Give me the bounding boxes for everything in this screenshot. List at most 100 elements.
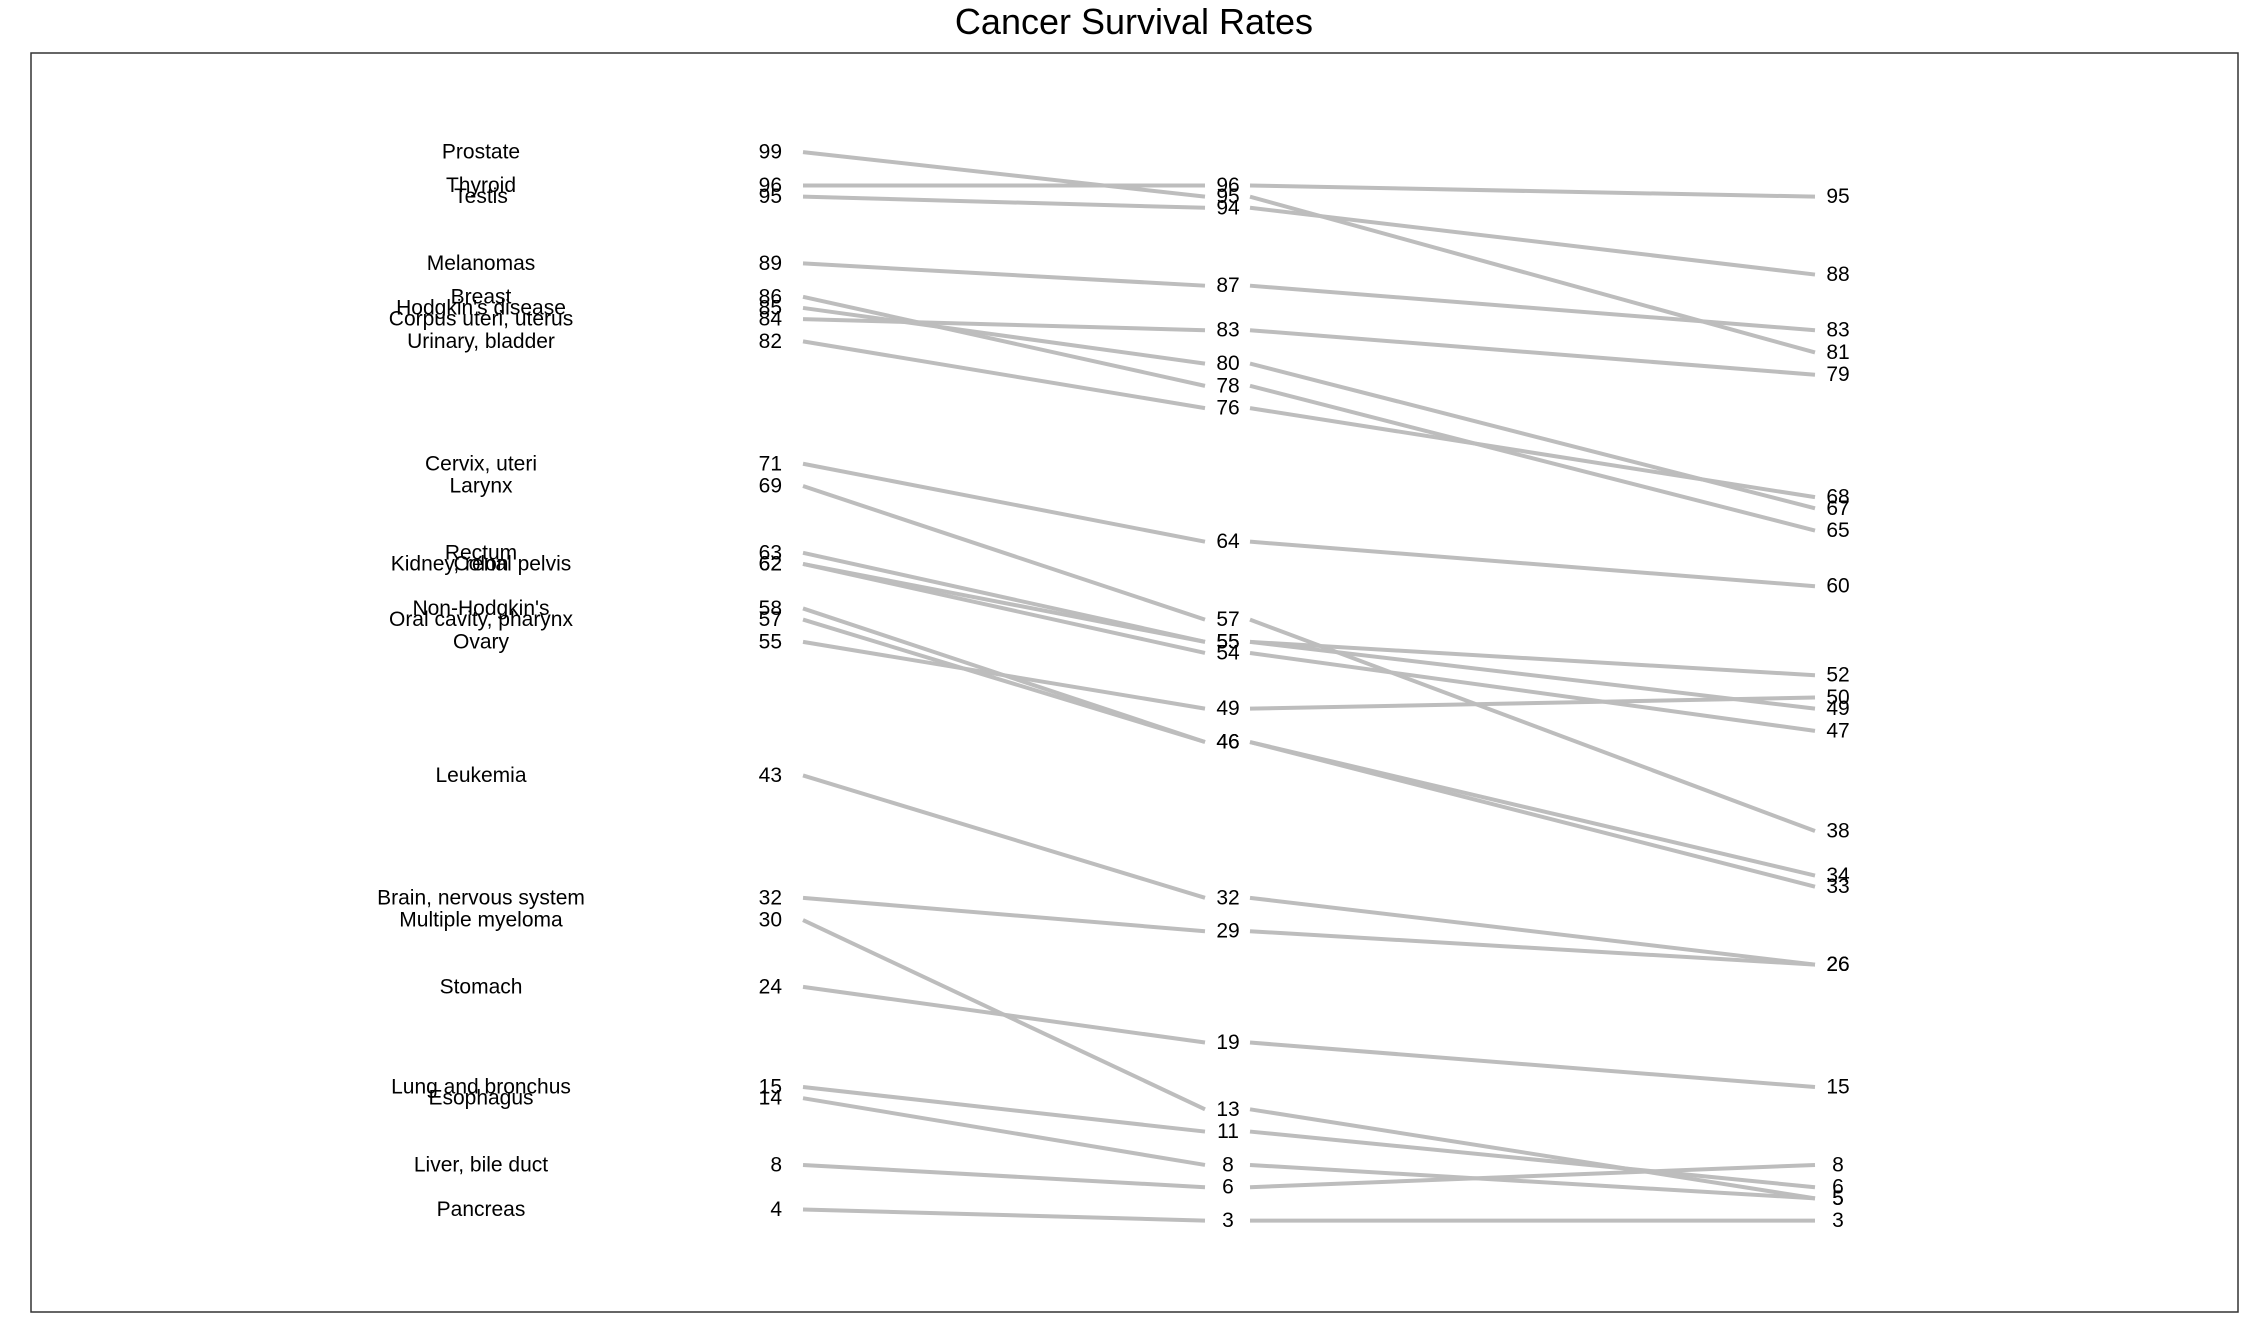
value-label-hodgkin-s-disease-2: 80: [1216, 352, 1239, 375]
value-label-ovary-2: 49: [1216, 697, 1239, 720]
series-name-breast: Breast: [451, 285, 512, 308]
value-label-pancreas-2: 3: [1222, 1209, 1234, 1232]
value-label-ovary-3: 50: [1826, 686, 1849, 709]
value-label-breast-1: 86: [759, 285, 782, 308]
chart-title: Cancer Survival Rates: [955, 1, 1313, 42]
slope-line-ovary-2: [1249, 695, 1816, 711]
series-name-brain-nervous-system: Brain, nervous system: [377, 886, 585, 909]
series-name-kidney-renal-pelvis: Kidney, renal pelvis: [391, 552, 572, 575]
value-label-brain-nervous-system-1: 32: [759, 886, 782, 909]
slope-line-pancreas-1: [802, 1207, 1206, 1223]
value-label-rectum-1: 63: [759, 541, 782, 564]
slope-line-hodgkin-s-disease-1: [802, 305, 1206, 366]
slope-line-thyroid-2: [1249, 183, 1816, 199]
value-label-stomach-1: 24: [759, 975, 783, 998]
series-name-cervix-uteri: Cervix, uteri: [425, 452, 537, 475]
value-label-urinary-bladder-1: 82: [759, 330, 782, 353]
value-label-thyroid-1: 96: [759, 174, 782, 197]
value-label-brain-nervous-system-2: 29: [1216, 920, 1239, 943]
value-label-pancreas-1: 4: [770, 1198, 782, 1221]
value-label-corpus-uteri-uterus-3: 79: [1826, 363, 1849, 386]
value-label-thyroid-3: 95: [1826, 185, 1849, 208]
slope-line-prostate-2: [1249, 194, 1816, 355]
value-label-prostate-3: 81: [1826, 341, 1849, 364]
value-label-larynx-2: 57: [1216, 608, 1239, 631]
value-label-esophagus-2: 8: [1222, 1153, 1234, 1176]
slope-line-urinary-bladder-1: [802, 339, 1206, 411]
slope-line-larynx-1: [802, 484, 1206, 622]
value-label-leukemia-1: 43: [759, 764, 782, 787]
value-label-larynx-1: 69: [759, 475, 782, 498]
value-label-liver-bile-duct-3: 8: [1832, 1153, 1844, 1176]
value-label-oral-cavity-pharynx-3: 33: [1826, 875, 1849, 898]
series-name-hodgkin-s-disease: Hodgkin's disease: [396, 296, 566, 319]
value-label-hodgkin-s-disease-1: 85: [759, 296, 782, 319]
slope-line-brain-nervous-system-2: [1249, 929, 1816, 967]
slope-line-stomach-1: [802, 984, 1206, 1045]
value-label-hodgkin-s-disease-3: 67: [1826, 497, 1849, 520]
value-label-stomach-3: 15: [1826, 1076, 1849, 1099]
slope-line-corpus-uteri-uterus-1: [802, 317, 1206, 333]
value-label-thyroid-2: 96: [1216, 174, 1239, 197]
series-name-rectum: Rectum: [445, 541, 517, 564]
value-label-testis-3: 88: [1826, 263, 1849, 286]
slope-line-testis-2: [1249, 205, 1816, 277]
slope-line-lung-and-bronchus-1: [802, 1085, 1206, 1134]
value-label-esophagus-3: 5: [1832, 1187, 1844, 1210]
value-label-colon-3: 52: [1826, 664, 1849, 687]
plot-frame: [30, 52, 2239, 1313]
value-label-non-hodgkin-s-1: 58: [759, 597, 782, 620]
value-label-brain-nervous-system-3: 26: [1826, 953, 1849, 976]
slope-line-colon-2: [1249, 639, 1816, 678]
value-label-urinary-bladder-2: 76: [1216, 397, 1239, 420]
value-label-melanomas-2: 87: [1216, 274, 1239, 297]
value-label-testis-1: 95: [759, 185, 782, 208]
value-label-rectum-2: 55: [1216, 630, 1239, 653]
value-label-stomach-2: 19: [1216, 1031, 1239, 1054]
value-label-cervix-uteri-2: 64: [1216, 530, 1240, 553]
series-name-thyroid: Thyroid: [446, 174, 516, 197]
value-label-esophagus-1: 14: [759, 1087, 783, 1110]
slope-line-kidney-renal-pelvis-2: [1249, 650, 1816, 733]
slope-line-melanomas-2: [1249, 283, 1816, 333]
value-label-corpus-uteri-uterus-2: 83: [1216, 319, 1239, 342]
slope-line-prostate-1: [802, 150, 1206, 199]
value-label-melanomas-3: 83: [1826, 319, 1849, 342]
series-name-larynx: Larynx: [449, 475, 513, 498]
slope-line-hodgkin-s-disease-2: [1249, 361, 1816, 511]
value-label-kidney-renal-pelvis-1: 62: [759, 552, 782, 575]
value-label-multiple-myeloma-2: 13: [1216, 1098, 1239, 1121]
slope-line-corpus-uteri-uterus-2: [1249, 328, 1816, 377]
slope-line-testis-1: [802, 194, 1206, 210]
slope-line-liver-bile-duct-1: [802, 1162, 1206, 1190]
slope-line-esophagus-1: [802, 1096, 1206, 1167]
series-name-urinary-bladder: Urinary, bladder: [407, 330, 555, 353]
value-label-corpus-uteri-uterus-1: 84: [759, 308, 783, 331]
value-label-leukemia-3: 26: [1826, 953, 1849, 976]
value-label-breast-3: 65: [1826, 519, 1849, 542]
series-name-non-hodgkin-s: Non-Hodgkin's: [412, 597, 549, 620]
value-label-testis-2: 94: [1216, 196, 1240, 219]
slope-line-breast-2: [1249, 383, 1816, 533]
value-label-lung-and-bronchus-2: 11: [1217, 1120, 1239, 1143]
series-name-corpus-uteri-uterus: Corpus uteri, uterus: [389, 308, 573, 331]
slope-line-liver-bile-duct-2: [1249, 1162, 1816, 1190]
series-name-multiple-myeloma: Multiple myeloma: [399, 909, 563, 932]
series-name-prostate: Prostate: [442, 141, 520, 164]
series-name-leukemia: Leukemia: [435, 764, 526, 787]
value-label-lung-and-bronchus-3: 6: [1832, 1176, 1844, 1199]
value-label-kidney-renal-pelvis-2: 54: [1216, 641, 1240, 664]
slope-line-brain-nervous-system-1: [802, 895, 1206, 934]
series-name-colon: Colon: [454, 552, 509, 575]
slope-line-oral-cavity-pharynx-2: [1249, 740, 1816, 889]
value-label-oral-cavity-pharynx-2: 46: [1216, 731, 1239, 754]
slope-line-cervix-uteri-2: [1249, 539, 1816, 589]
slope-line-multiple-myeloma-2: [1249, 1107, 1816, 1201]
series-name-liver-bile-duct: Liver, bile duct: [414, 1153, 548, 1176]
value-label-lung-and-bronchus-1: 15: [759, 1076, 782, 1099]
slope-line-melanomas-1: [802, 261, 1206, 288]
series-name-oral-cavity-pharynx: Oral cavity, pharynx: [389, 608, 574, 631]
value-label-non-hodgkin-s-2: 46: [1216, 731, 1239, 754]
slope-line-breast-1: [802, 294, 1206, 388]
value-label-breast-2: 78: [1216, 374, 1239, 397]
